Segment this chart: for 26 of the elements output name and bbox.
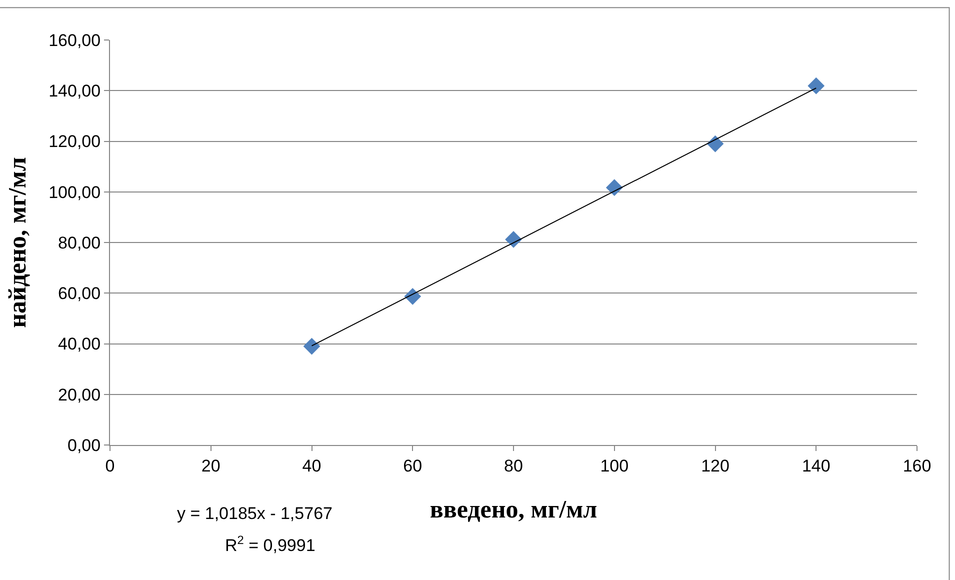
text: y = 1,0185x - 1,5767 xyxy=(177,504,332,523)
y-tick-label: 0,00 xyxy=(68,436,101,455)
x-axis-title: введено, мг/мл xyxy=(430,496,598,524)
x-tick-label: 120 xyxy=(701,456,730,476)
x-tick-label: 80 xyxy=(504,456,523,476)
x-tick-label: 20 xyxy=(201,456,220,476)
text: R$^{2}$ = 0,9991 xyxy=(225,533,316,556)
x-tick-label: 60 xyxy=(403,456,422,476)
point xyxy=(606,179,623,196)
x-tick-label: 100 xyxy=(600,456,629,476)
y-tick-label: 100,00 xyxy=(48,182,101,202)
y-tick-label: 80,00 xyxy=(58,233,101,252)
y-tick-label: 60,00 xyxy=(58,284,101,304)
y-tick-label: 160,00 xyxy=(48,30,101,50)
point xyxy=(808,77,825,94)
y-tick-label: 120,00 xyxy=(48,132,101,152)
y-tick-label: 40,00 xyxy=(58,334,101,354)
y-axis-title: найдено, мг/мл xyxy=(4,157,32,328)
point xyxy=(303,338,320,355)
x-tick-label: 140 xyxy=(802,456,830,476)
point xyxy=(404,288,422,305)
y-tick-label: 140,00 xyxy=(48,82,101,101)
x-tick-label: 40 xyxy=(302,456,322,476)
y-tick-label: 20,00 xyxy=(58,385,101,404)
x-tick-label: 160 xyxy=(902,456,932,476)
x-tick-label: 0 xyxy=(105,456,115,476)
